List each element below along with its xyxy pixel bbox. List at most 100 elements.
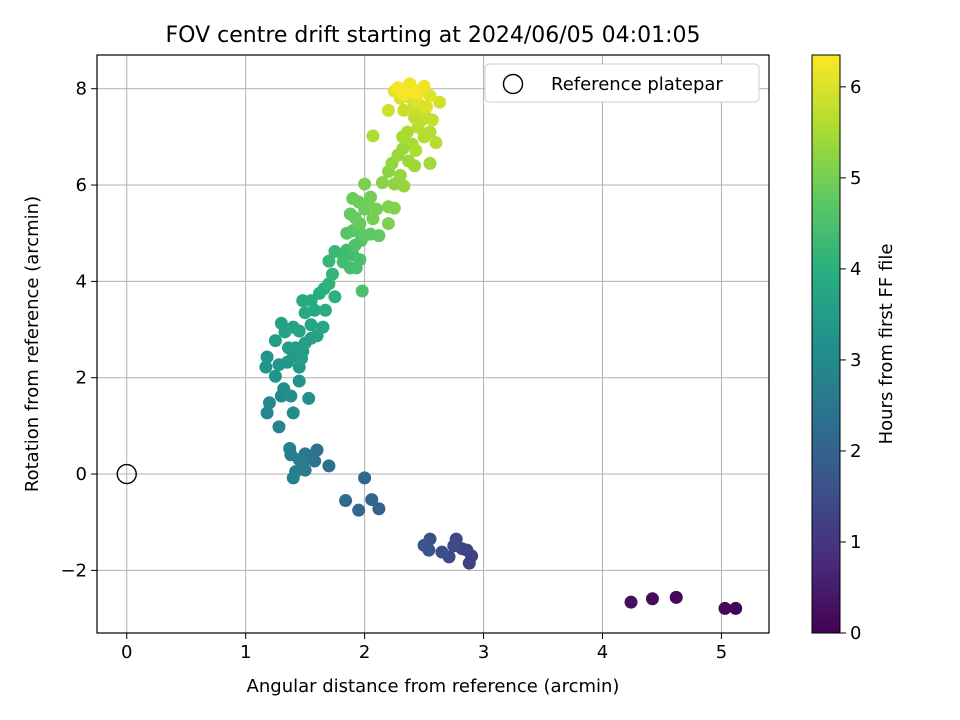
x-tick-label: 2 bbox=[359, 642, 370, 663]
data-point bbox=[358, 177, 372, 191]
y-tick-label: 2 bbox=[76, 368, 87, 389]
x-tick-label: 3 bbox=[478, 642, 489, 663]
data-point bbox=[408, 86, 422, 100]
data-point bbox=[365, 493, 379, 507]
data-point bbox=[624, 595, 638, 609]
data-point bbox=[260, 406, 274, 420]
colorbar-tick-label: 6 bbox=[850, 77, 861, 98]
data-point bbox=[295, 351, 309, 365]
x-tick-label: 4 bbox=[597, 642, 608, 663]
data-point bbox=[353, 253, 367, 267]
x-tick-label: 1 bbox=[240, 642, 251, 663]
data-point bbox=[423, 156, 437, 170]
colorbar-ticks: 0 1 2 3 4 5 6 bbox=[840, 77, 861, 644]
data-point bbox=[729, 601, 743, 615]
data-point bbox=[370, 202, 384, 216]
data-point bbox=[259, 360, 273, 374]
data-point bbox=[381, 217, 395, 231]
data-points bbox=[259, 77, 743, 615]
colorbar-label: Hours from first FF file bbox=[876, 244, 897, 445]
colorbar-gradient bbox=[811, 54, 841, 634]
data-point bbox=[274, 316, 288, 330]
data-point bbox=[387, 201, 401, 215]
colorbar-tick-label: 4 bbox=[850, 259, 861, 280]
chart-title: FOV centre drift starting at 2024/06/05 … bbox=[166, 23, 701, 48]
data-point bbox=[366, 129, 380, 143]
y-tick-label: 4 bbox=[76, 271, 87, 292]
data-point bbox=[353, 217, 367, 231]
data-point bbox=[718, 601, 732, 615]
colorbar-tick-label: 2 bbox=[850, 441, 861, 462]
data-point bbox=[393, 168, 407, 182]
data-point bbox=[286, 471, 300, 485]
data-point bbox=[423, 89, 437, 103]
data-point bbox=[429, 136, 443, 150]
data-point bbox=[364, 190, 378, 204]
data-point bbox=[268, 369, 282, 383]
data-point bbox=[304, 318, 318, 332]
data-point bbox=[372, 502, 386, 516]
data-point bbox=[419, 100, 433, 114]
data-point bbox=[433, 95, 447, 109]
legend-entry-reference: Reference platepar bbox=[551, 74, 723, 95]
legend: Reference platepar bbox=[484, 63, 760, 103]
colorbar-tick-label: 1 bbox=[850, 532, 861, 553]
data-point bbox=[262, 396, 276, 410]
data-point bbox=[328, 290, 342, 304]
data-point bbox=[316, 320, 330, 334]
legend-box bbox=[484, 63, 760, 103]
data-point bbox=[281, 341, 295, 355]
data-point bbox=[669, 590, 683, 604]
data-point bbox=[272, 420, 286, 434]
data-point bbox=[339, 494, 353, 508]
x-tick-label: 0 bbox=[121, 642, 132, 663]
data-point bbox=[417, 538, 431, 552]
data-point bbox=[322, 254, 336, 268]
y-tick-label: 0 bbox=[76, 464, 87, 485]
data-point bbox=[286, 406, 300, 420]
data-point bbox=[292, 324, 306, 338]
data-point bbox=[292, 374, 306, 388]
x-axis-label: Angular distance from reference (arcmin) bbox=[247, 676, 620, 697]
data-point bbox=[409, 143, 423, 157]
data-point bbox=[423, 125, 437, 139]
x-tick-label: 5 bbox=[716, 642, 727, 663]
y-tick-label: 6 bbox=[76, 175, 87, 196]
data-point bbox=[355, 284, 369, 298]
data-point bbox=[391, 81, 405, 95]
data-point bbox=[318, 303, 332, 317]
data-point bbox=[352, 503, 366, 517]
legend-reference-marker bbox=[502, 73, 524, 95]
data-point bbox=[298, 463, 312, 477]
y-axis-label: Rotation from reference (arcmin) bbox=[22, 196, 43, 492]
y-tick-label: −2 bbox=[60, 560, 87, 581]
y-tick-label: 8 bbox=[76, 79, 87, 100]
data-point bbox=[645, 592, 659, 606]
data-point bbox=[400, 125, 414, 139]
data-point bbox=[283, 442, 297, 456]
data-point bbox=[325, 267, 339, 281]
data-point bbox=[435, 545, 449, 559]
y-axis-ticks: −2 0 2 4 6 8 bbox=[60, 79, 97, 581]
data-point bbox=[408, 159, 422, 173]
colorbar: 0 1 2 3 4 5 6 Hours from first FF file bbox=[811, 54, 897, 644]
reference-point bbox=[116, 463, 137, 485]
data-point bbox=[284, 389, 298, 403]
data-point bbox=[352, 195, 366, 209]
data-point bbox=[417, 79, 431, 93]
x-axis-ticks: 0 1 2 3 4 5 bbox=[121, 633, 727, 663]
data-point bbox=[372, 229, 386, 243]
reference-marker bbox=[116, 463, 137, 485]
colorbar-tick-label: 5 bbox=[850, 168, 861, 189]
data-point bbox=[260, 350, 274, 364]
colorbar-tick-label: 3 bbox=[850, 350, 861, 371]
data-point bbox=[375, 176, 389, 190]
data-point bbox=[358, 471, 372, 485]
data-point bbox=[268, 334, 282, 348]
data-point bbox=[322, 459, 336, 473]
colorbar-tick-label: 0 bbox=[850, 623, 861, 644]
data-point bbox=[302, 391, 316, 405]
plot-frame bbox=[96, 54, 770, 634]
data-point bbox=[381, 103, 395, 117]
